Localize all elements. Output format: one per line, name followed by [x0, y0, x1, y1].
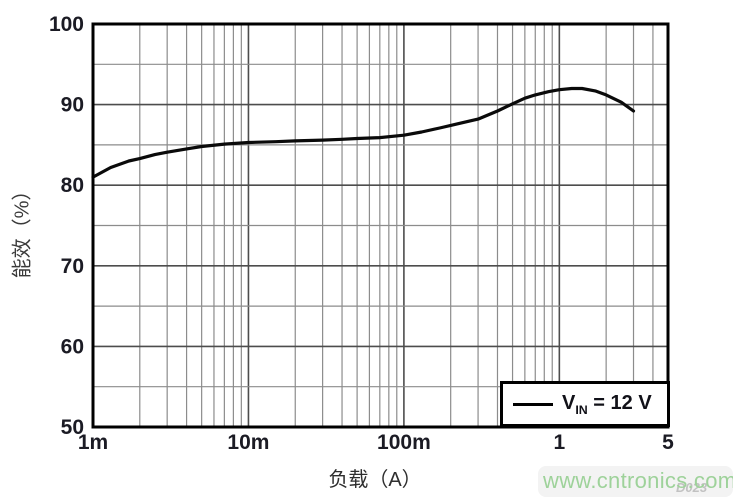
- y-tick-label: 70: [61, 255, 84, 278]
- legend-label-base: V: [562, 391, 576, 414]
- x-tick-label: 100m: [377, 431, 431, 454]
- legend-line-sample: [513, 402, 553, 406]
- legend-label: VIN = 12 V: [562, 392, 652, 417]
- x-axis-title: 负载（A）: [328, 469, 422, 491]
- plot-frame: [91, 22, 670, 429]
- y-tick-label: 60: [61, 335, 84, 358]
- x-tick-label: 1: [554, 431, 566, 454]
- legend-box: VIN = 12 V: [500, 381, 670, 427]
- y-tick-label: 100: [49, 13, 84, 36]
- watermark-backdrop: [538, 466, 733, 497]
- y-tick-label: 80: [61, 174, 84, 197]
- y-tick-label: 90: [61, 94, 84, 117]
- x-tick-label: 5: [662, 431, 674, 454]
- x-tick-label: 1m: [78, 431, 108, 454]
- y-axis-title: 能效（%）: [11, 180, 34, 279]
- figure-code: D023: [676, 480, 708, 495]
- legend-label-rest: = 12 V: [587, 391, 652, 414]
- y-tick-label: 50: [61, 416, 84, 439]
- legend-label-subscript: IN: [575, 402, 588, 417]
- watermark: www.cntronics.com: [543, 468, 733, 493]
- efficiency-curve: [91, 86, 636, 179]
- x-tick-label: 10m: [227, 431, 269, 454]
